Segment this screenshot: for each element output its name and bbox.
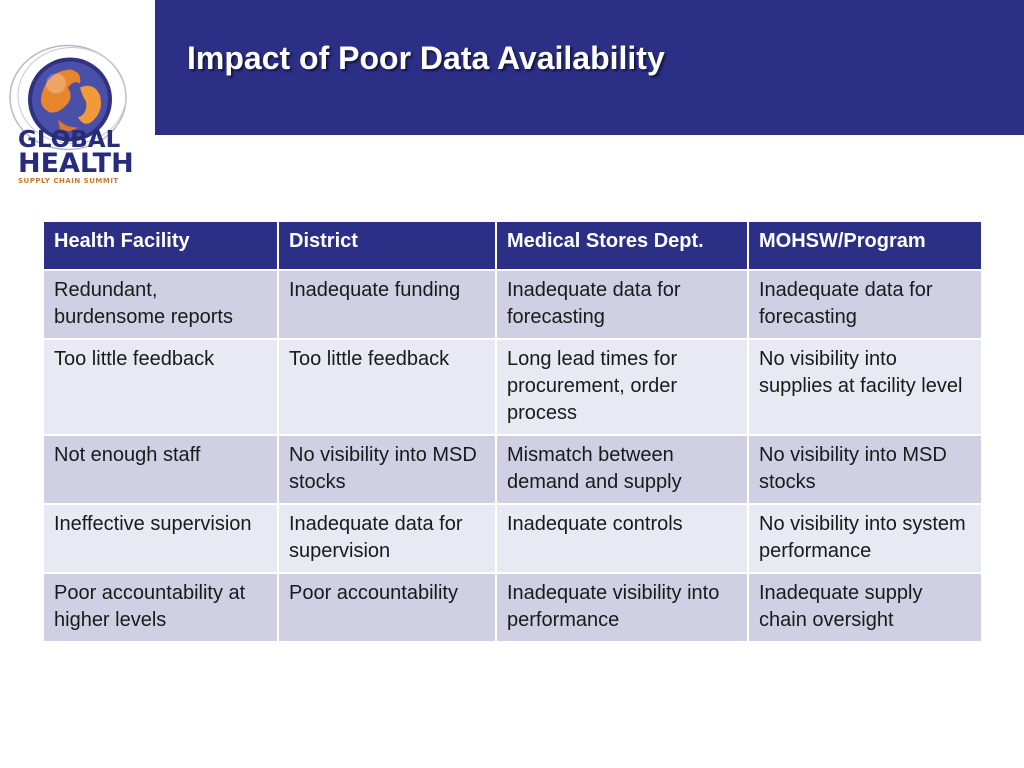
table-row: Ineffective supervision Inadequate data … xyxy=(42,503,983,574)
table-cell: Too little feedback xyxy=(277,338,497,436)
slide-title: Impact of Poor Data Availability xyxy=(187,40,665,76)
column-header: District xyxy=(277,220,497,271)
table-cell: Inadequate controls xyxy=(495,503,749,574)
table-cell: Too little feedback xyxy=(42,338,279,436)
table-cell: Poor accountability xyxy=(277,572,497,643)
column-header: Medical Stores Dept. xyxy=(495,220,749,271)
table-cell: Inadequate data for supervision xyxy=(277,503,497,574)
table-cell: Not enough staff xyxy=(42,434,279,505)
table-cell: Inadequate visibility into performance xyxy=(495,572,749,643)
table-row: Redundant, burdensome reports Inadequate… xyxy=(42,269,983,340)
logo-text-tagline: SUPPLY CHAIN SUMMIT xyxy=(18,177,119,185)
table-cell: Long lead times for procurement, order p… xyxy=(495,338,749,436)
table-cell: No visibility into MSD stocks xyxy=(747,434,983,505)
table-cell: No visibility into MSD stocks xyxy=(277,434,497,505)
table-row: Too little feedback Too little feedback … xyxy=(42,338,983,436)
table-cell: Inadequate data for forecasting xyxy=(495,269,749,340)
table-row: Poor accountability at higher levels Poo… xyxy=(42,572,983,643)
logo-text-health: HEALTH xyxy=(18,148,134,179)
logo-text-global: GLOBAL xyxy=(18,127,121,153)
impact-table: Health Facility District Medical Stores … xyxy=(42,220,983,643)
table-cell: Inadequate supply chain oversight xyxy=(747,572,983,643)
table-cell: Poor accountability at higher levels xyxy=(42,572,279,643)
column-header: MOHSW/Program xyxy=(747,220,983,271)
table-cell: Mismatch between demand and supply xyxy=(495,434,749,505)
globe-emblem-icon xyxy=(9,44,127,151)
table-header-row: Health Facility District Medical Stores … xyxy=(42,220,983,271)
table-cell: No visibility into system performance xyxy=(747,503,983,574)
table-cell: Ineffective supervision xyxy=(42,503,279,574)
table-cell: Redundant, burdensome reports xyxy=(42,269,279,340)
table-row: Not enough staff No visibility into MSD … xyxy=(42,434,983,505)
table-cell: No visibility into supplies at facility … xyxy=(747,338,983,436)
header-band xyxy=(155,0,1024,135)
table-cell: Inadequate funding xyxy=(277,269,497,340)
column-header: Health Facility xyxy=(42,220,279,271)
table-cell: Inadequate data for forecasting xyxy=(747,269,983,340)
